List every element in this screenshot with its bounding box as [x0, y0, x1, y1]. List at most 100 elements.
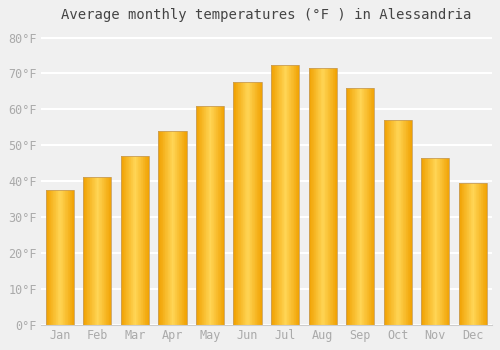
Bar — [459, 183, 487, 324]
Bar — [354, 88, 356, 324]
Bar — [362, 88, 363, 324]
Bar — [180, 131, 181, 324]
Bar — [100, 177, 101, 324]
Bar — [397, 120, 398, 324]
Bar — [331, 68, 332, 324]
Bar — [477, 183, 478, 324]
Bar — [358, 88, 359, 324]
Bar — [349, 88, 350, 324]
Bar — [49, 190, 50, 324]
Bar — [393, 120, 394, 324]
Bar — [461, 183, 462, 324]
Bar — [241, 83, 242, 324]
Bar — [133, 156, 134, 324]
Bar — [364, 88, 365, 324]
Bar — [390, 120, 392, 324]
Bar — [317, 68, 318, 324]
Bar — [352, 88, 353, 324]
Bar — [98, 177, 100, 324]
Bar — [409, 120, 410, 324]
Bar — [46, 190, 47, 324]
Bar — [72, 190, 73, 324]
Bar — [248, 83, 249, 324]
Bar — [66, 190, 67, 324]
Bar — [122, 156, 123, 324]
Bar — [436, 158, 438, 324]
Bar — [56, 190, 57, 324]
Bar — [182, 131, 183, 324]
Bar — [158, 131, 186, 324]
Bar — [161, 131, 162, 324]
Bar — [460, 183, 461, 324]
Bar — [398, 120, 399, 324]
Bar — [216, 106, 217, 324]
Bar — [333, 68, 334, 324]
Bar — [256, 83, 258, 324]
Bar — [207, 106, 208, 324]
Bar — [432, 158, 433, 324]
Bar — [246, 83, 247, 324]
Bar — [384, 120, 385, 324]
Bar — [144, 156, 146, 324]
Bar — [83, 177, 84, 324]
Bar — [128, 156, 130, 324]
Bar — [176, 131, 178, 324]
Bar — [272, 64, 273, 324]
Bar — [217, 106, 218, 324]
Bar — [372, 88, 373, 324]
Bar — [428, 158, 429, 324]
Bar — [251, 83, 252, 324]
Bar — [486, 183, 487, 324]
Bar — [185, 131, 186, 324]
Bar — [110, 177, 112, 324]
Bar — [54, 190, 55, 324]
Bar — [322, 68, 324, 324]
Bar — [282, 64, 283, 324]
Bar — [284, 64, 285, 324]
Bar — [166, 131, 167, 324]
Bar — [108, 177, 110, 324]
Bar — [142, 156, 144, 324]
Bar — [356, 88, 358, 324]
Bar — [474, 183, 475, 324]
Bar — [90, 177, 91, 324]
Bar — [392, 120, 393, 324]
Title: Average monthly temperatures (°F ) in Alessandria: Average monthly temperatures (°F ) in Al… — [61, 8, 472, 22]
Bar — [395, 120, 396, 324]
Bar — [359, 88, 360, 324]
Bar — [50, 190, 51, 324]
Bar — [480, 183, 482, 324]
Bar — [386, 120, 387, 324]
Bar — [67, 190, 68, 324]
Bar — [470, 183, 471, 324]
Bar — [158, 131, 159, 324]
Bar — [147, 156, 148, 324]
Bar — [462, 183, 463, 324]
Bar — [103, 177, 104, 324]
Bar — [472, 183, 473, 324]
Bar — [218, 106, 219, 324]
Bar — [334, 68, 336, 324]
Bar — [55, 190, 56, 324]
Bar — [360, 88, 361, 324]
Bar — [69, 190, 70, 324]
Bar — [202, 106, 203, 324]
Bar — [298, 64, 299, 324]
Bar — [240, 83, 241, 324]
Bar — [136, 156, 137, 324]
Bar — [252, 83, 253, 324]
Bar — [429, 158, 430, 324]
Bar — [57, 190, 58, 324]
Bar — [48, 190, 49, 324]
Bar — [164, 131, 166, 324]
Bar — [201, 106, 202, 324]
Bar — [363, 88, 364, 324]
Bar — [140, 156, 141, 324]
Bar — [184, 131, 185, 324]
Bar — [107, 177, 108, 324]
Bar — [105, 177, 106, 324]
Bar — [71, 190, 72, 324]
Bar — [47, 190, 48, 324]
Bar — [421, 158, 450, 324]
Bar — [237, 83, 238, 324]
